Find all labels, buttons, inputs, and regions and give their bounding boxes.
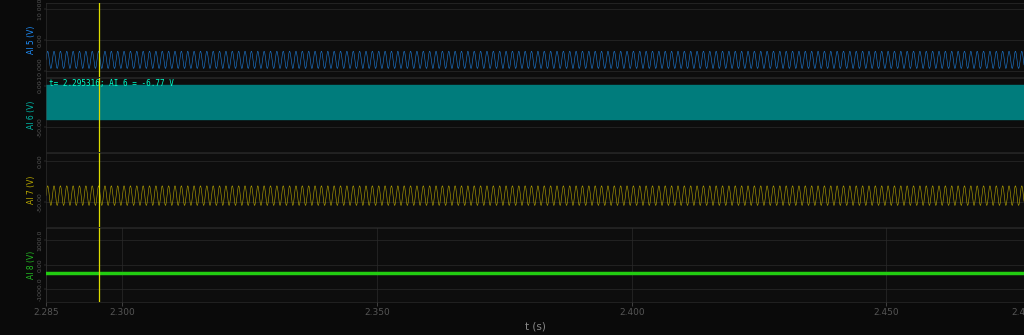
Text: t= 2.295316; AI 6 = -6.77 V: t= 2.295316; AI 6 = -6.77 V [48,79,173,88]
Y-axis label: AI 5 (V): AI 5 (V) [28,26,36,54]
X-axis label: t (s): t (s) [524,322,546,332]
Y-axis label: AI 7 (V): AI 7 (V) [28,176,36,204]
Y-axis label: AI 6 (V): AI 6 (V) [28,101,36,129]
Y-axis label: AI 8 (V): AI 8 (V) [28,251,36,279]
